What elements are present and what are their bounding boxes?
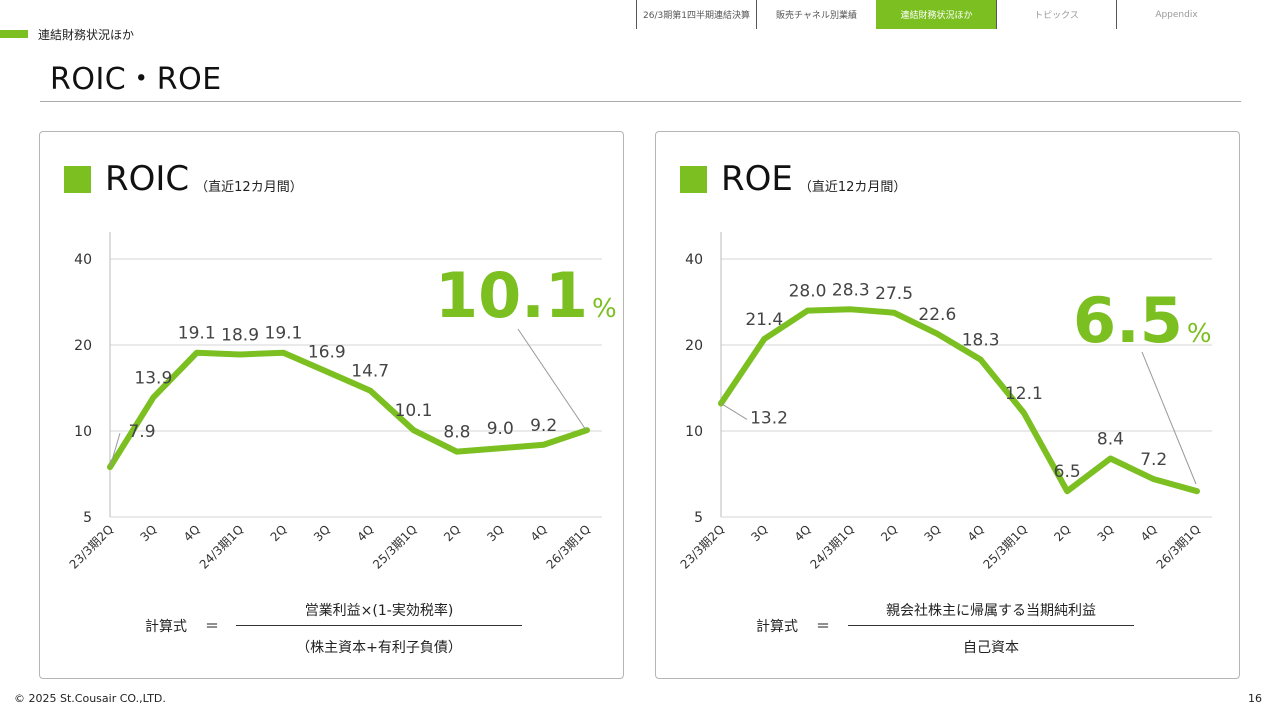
- roic-period: （直近12カ月間）: [195, 179, 303, 195]
- x-tick-label: 25/3期1Q: [981, 522, 1031, 572]
- x-tick-label: 23/3期2Q: [67, 522, 117, 572]
- y-tick-label: 20: [685, 338, 703, 354]
- y-tick-label: 10: [685, 424, 703, 440]
- data-label: 13.9: [134, 368, 172, 388]
- series-line: [718, 306, 1200, 495]
- x-tick-label: 26/3期1Q: [544, 522, 594, 572]
- data-label: 19.1: [265, 324, 303, 344]
- y-tick-label: 40: [74, 252, 92, 268]
- roic-formula-label: 計算式: [145, 619, 187, 635]
- data-label: 16.9: [308, 343, 346, 363]
- x-tick-label: 25/3期1Q: [370, 522, 420, 572]
- x-tick-label: 26/3期1Q: [1154, 522, 1204, 572]
- data-label: 13.2: [750, 408, 788, 428]
- highlight-unit: %: [592, 294, 617, 324]
- section-accent-bar: [0, 30, 28, 38]
- data-label: 22.6: [918, 305, 956, 325]
- callout-leader-line: [1141, 351, 1197, 485]
- leader-line: [109, 432, 121, 468]
- data-label: 14.7: [351, 362, 389, 382]
- y-tick-label: 20: [74, 338, 92, 354]
- y-tick-label: 40: [685, 252, 703, 268]
- data-label: 27.5: [875, 284, 913, 304]
- x-tick-label: 4Q: [354, 522, 376, 544]
- roe-metric-title: ROE: [721, 159, 793, 199]
- y-tick-label: 10: [74, 424, 92, 440]
- highlight-value: 10.1: [435, 259, 588, 332]
- x-tick-label: 4Q: [181, 522, 203, 544]
- tab-sales-channel[interactable]: 販売チャネル別業績: [756, 0, 876, 29]
- x-tick-label: 3Q: [748, 522, 770, 544]
- data-label: 28.3: [832, 280, 870, 300]
- section-label: 連結財務状況ほか: [38, 28, 135, 42]
- leader-line: [720, 403, 748, 420]
- data-label: 18.3: [962, 331, 1000, 351]
- roe-panel: ROE （直近12カ月間） 5 10 20 40 23/3期2Q 3Q 4Q 24/3期1Q 2…: [655, 131, 1240, 679]
- roe-header: ROE （直近12カ月間）: [680, 159, 906, 199]
- data-label: 21.4: [745, 310, 783, 330]
- data-label: 10.1: [395, 401, 433, 421]
- data-label: 7.2: [1140, 450, 1167, 470]
- x-tick-label: 24/3期1Q: [197, 522, 247, 572]
- tab-topics[interactable]: トピックス: [996, 0, 1116, 29]
- callout-leader-line: [517, 328, 587, 431]
- roe-formula-label: 計算式: [756, 619, 798, 635]
- x-tick-label: 2Q: [878, 522, 900, 544]
- x-tick-label: 3Q: [921, 522, 943, 544]
- roe-fraction-line: [848, 625, 1134, 626]
- x-tick-label: 3Q: [484, 522, 506, 544]
- square-bullet-icon: [64, 165, 91, 193]
- tab-quarterly-results[interactable]: 26/3期第1四半期連結決算: [636, 0, 756, 29]
- data-label: 6.5: [1054, 462, 1081, 482]
- x-tick-label: 4Q: [792, 522, 814, 544]
- title-divider: [40, 101, 1241, 102]
- square-bullet-icon: [680, 165, 707, 193]
- page-number: 16: [1248, 692, 1262, 705]
- y-tick-label: 5: [694, 510, 703, 526]
- roe-formula-denominator: 自己資本: [963, 640, 1019, 656]
- x-tick-label: 23/3期2Q: [678, 522, 728, 572]
- series-line: [107, 349, 590, 471]
- x-tick-label: 4Q: [528, 522, 550, 544]
- data-label: 18.9: [221, 325, 259, 345]
- data-label: 19.1: [178, 324, 216, 344]
- x-tick-label: 2Q: [441, 522, 463, 544]
- roic-fraction-line: [236, 625, 522, 626]
- data-label: 8.4: [1097, 430, 1124, 450]
- copyright: © 2025 St.Cousair CO.,LTD.: [14, 692, 166, 705]
- roic-formula-equals: ＝: [205, 619, 219, 635]
- roe-period: （直近12カ月間）: [798, 179, 907, 195]
- x-tick-label: 2Q: [268, 522, 290, 544]
- highlight-unit: %: [1187, 319, 1212, 349]
- roic-header: ROIC （直近12カ月間）: [64, 159, 303, 199]
- data-label: 12.1: [1005, 384, 1043, 404]
- top-nav: 26/3期第1四半期連結決算 販売チャネル別業績 連結財務状況ほか トピックス …: [636, 0, 1236, 29]
- roic-formula-denominator: （株主資本+有利子負債）: [296, 640, 462, 656]
- x-tick-label: 3Q: [137, 522, 159, 544]
- tab-financial-status[interactable]: 連結財務状況ほか: [876, 0, 996, 29]
- roe-formula-equals: ＝: [816, 619, 830, 635]
- y-tick-label: 5: [83, 510, 92, 526]
- x-tick-label: 4Q: [965, 522, 987, 544]
- data-label: 9.0: [487, 419, 514, 439]
- x-tick-label: 2Q: [1051, 522, 1073, 544]
- roic-panel: ROIC （直近12カ月間） 5 10 20 40 23/3期2Q 3Q 4Q 24/3期1Q…: [39, 131, 624, 679]
- x-tick-label: 24/3期1Q: [807, 522, 857, 572]
- x-tick-label: 4Q: [1138, 522, 1160, 544]
- highlight-value: 6.5: [1073, 284, 1183, 357]
- x-tick-label: 3Q: [1095, 522, 1117, 544]
- roic-formula-numerator: 営業利益×(1-実効税率): [304, 603, 454, 619]
- roic-metric-title: ROIC: [105, 159, 190, 199]
- roe-formula-numerator: 親会社株主に帰属する当期純利益: [886, 603, 1096, 619]
- x-tick-label: 3Q: [311, 522, 333, 544]
- data-label: 8.8: [443, 423, 470, 443]
- data-label: 7.9: [128, 422, 155, 442]
- page-title: ROIC・ROE: [50, 62, 222, 97]
- data-label: 9.2: [530, 416, 557, 436]
- data-label: 28.0: [789, 282, 827, 302]
- tab-appendix[interactable]: Appendix: [1116, 0, 1236, 29]
